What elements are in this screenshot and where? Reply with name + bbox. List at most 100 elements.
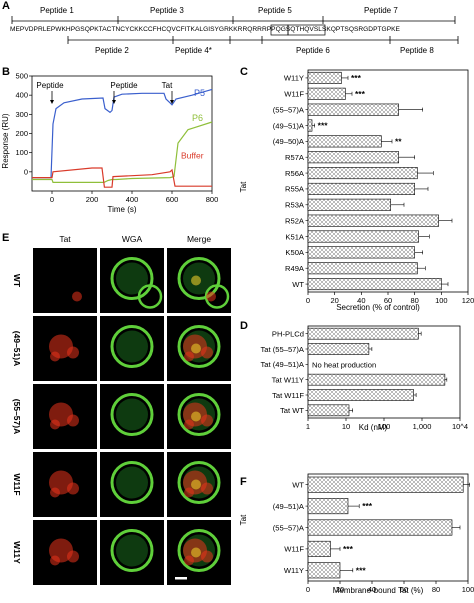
chartD-xtick-label: 1,000 <box>413 422 432 431</box>
chart-d-kd: 1 10 100 1,000 10^4 PH-PLCd Tat (55–57)A Tat (4… <box>261 325 468 432</box>
chartC-xtick-label: 80 <box>410 296 418 305</box>
chartC-xtick-label: 60 <box>384 296 392 305</box>
peptide-1-label: Peptide 1 <box>40 6 74 15</box>
peptide-4-label: Peptide 4* <box>175 46 212 55</box>
chartC-bar <box>307 87 346 100</box>
chartC-significance: *** <box>355 89 366 99</box>
chartC-bar <box>307 167 418 180</box>
chart-b-xtick-label: 400 <box>126 195 139 204</box>
chartF-category-label: W11F <box>284 545 304 554</box>
chartF-category-label: W11Y <box>284 566 304 575</box>
chart-f-xlabel: Membrane-bound Tat (%) <box>333 586 424 595</box>
panel-label-e: E <box>2 232 10 244</box>
chart-f-ylabel: Tat <box>239 514 248 525</box>
wga-cell-ring <box>177 257 221 300</box>
panel-label-b: B <box>2 66 10 78</box>
chartD-category-label: Tat W11F <box>272 391 304 400</box>
chartC-significance: ** <box>395 136 402 146</box>
chartC-bar <box>307 230 419 243</box>
peptide-7-label: Peptide 7 <box>364 6 398 15</box>
chartC-xtick-label: 0 <box>306 296 310 305</box>
chartD-xtick-label: 10^4 <box>452 422 468 431</box>
chartF-category-label: WT <box>292 481 304 490</box>
tat-signal <box>201 346 213 359</box>
chart-b-arrowhead-2 <box>170 100 174 104</box>
chartC-bar <box>307 214 439 227</box>
wga-cell-ring <box>110 393 154 436</box>
wga-cell-ring <box>177 529 221 572</box>
peptide-map: Peptide 1 Peptide 3 Peptide 5 Peptide 7 … <box>11 6 459 55</box>
merge-overlap <box>191 343 201 354</box>
chart-b-arrowhead-1 <box>112 100 116 104</box>
merge-overlap <box>191 547 201 558</box>
tat-signal <box>184 351 194 362</box>
peptide-8-label: Peptide 8 <box>400 46 434 55</box>
chartF-significance: *** <box>362 501 373 511</box>
chart-b-plot: 0 200 400 600 800 0 100 200 300 400 500 P5 P6 Buffer P… <box>15 72 218 205</box>
chartC-frame <box>307 69 469 293</box>
chartC-bar <box>307 198 391 211</box>
wga-cell-body <box>116 534 148 567</box>
chart-b-spr: 0 200 400 600 800 0 100 200 300 400 500 P5 P6 Buffer P… <box>1 72 218 215</box>
chartC-bar <box>307 278 442 291</box>
tat-sequence: MEPVDPRLEPWKHPGSQPKTACTNCYCKKCCFHCQVCFIT… <box>10 26 400 33</box>
chartF-category-label: (49–51)A <box>273 502 305 511</box>
chartD-bar <box>307 343 370 355</box>
chart-b-xlabel: Time (s) <box>107 205 136 214</box>
tat-signal <box>72 291 82 302</box>
panel-label-d: D <box>240 320 248 332</box>
chartC-category-label: R49A <box>285 264 305 273</box>
chart-b-xtick-label: 800 <box>206 195 219 204</box>
chartF-xtick-label: 100 <box>462 585 474 594</box>
chart-f-plot: 0 20 40 60 80 100 WT (49–51)A *** (55–57)A W11F ***… <box>273 473 474 594</box>
wga-cell-body <box>116 466 148 499</box>
micrograph-row-label: W11Y <box>12 541 22 564</box>
wga-cell-ring-2 <box>137 284 163 309</box>
chartC-significance: *** <box>318 121 329 131</box>
wga-cell-body <box>116 262 148 295</box>
wga-cell-body <box>116 330 148 363</box>
scale-bar <box>175 577 187 580</box>
chartC-category-label: K51A <box>285 232 305 241</box>
chart-b-xtick-label: 0 <box>50 195 54 204</box>
chart-b-series-0 <box>32 88 213 179</box>
tat-signal <box>67 550 79 563</box>
wga-cell-body <box>116 398 148 431</box>
chart-d-plot: 1 10 100 1,000 10^4 PH-PLCd Tat (55–57)A Tat (4… <box>261 325 468 431</box>
chartC-xtick-label: 20 <box>330 296 338 305</box>
panel-label-c: C <box>240 66 248 78</box>
chartF-xtick-label: 40 <box>368 585 376 594</box>
tat-signal <box>50 419 60 430</box>
chart-b-series-1 <box>32 121 213 183</box>
tat-signal <box>67 482 79 495</box>
chart-b-legend-p6: P6 <box>192 113 203 123</box>
micrograph-column-header: WGA <box>122 234 143 244</box>
chartC-category-label: W11F <box>284 90 304 99</box>
micrograph-column-header: Merge <box>187 234 211 244</box>
tat-signal <box>50 555 60 566</box>
chartC-category-label: (49–50)A <box>273 137 305 146</box>
chartD-bar <box>307 404 350 417</box>
tat-signal <box>201 550 213 563</box>
chartD-xtick-label: 10 <box>342 422 350 431</box>
chart-b-xtick-label: 600 <box>166 195 179 204</box>
chartC-bar <box>307 262 418 275</box>
chartC-bar <box>307 119 313 132</box>
chartF-xtick-label: 0 <box>306 585 310 594</box>
peptide-2-label: Peptide 2 <box>95 46 129 55</box>
chartF-bar <box>307 519 453 536</box>
tat-signal <box>184 555 194 566</box>
chartC-category-label: R52A <box>285 216 305 225</box>
micrograph-grid: Tat WGA Merge WT (49–51)A (55–57)A W11F W11Y <box>12 234 231 585</box>
chartD-bar <box>307 327 419 340</box>
chartC-category-label: (55–57)A <box>273 105 305 114</box>
chartF-xtick-label: 80 <box>432 585 440 594</box>
panel-label-a: A <box>2 0 10 12</box>
chartD-xtick-label: 1 <box>306 422 310 431</box>
merge-overlap <box>191 275 201 286</box>
chart-b-ytick-label: 100 <box>15 148 28 157</box>
chart-c-secretion: 0 20 40 60 80 100 120 W11Y *** W11F *** (55–57)A (49… <box>239 69 474 312</box>
chartF-xtick-label: 20 <box>336 585 344 594</box>
chartD-category-label: Tat W11Y <box>272 375 304 384</box>
chartC-significance: *** <box>351 73 362 83</box>
